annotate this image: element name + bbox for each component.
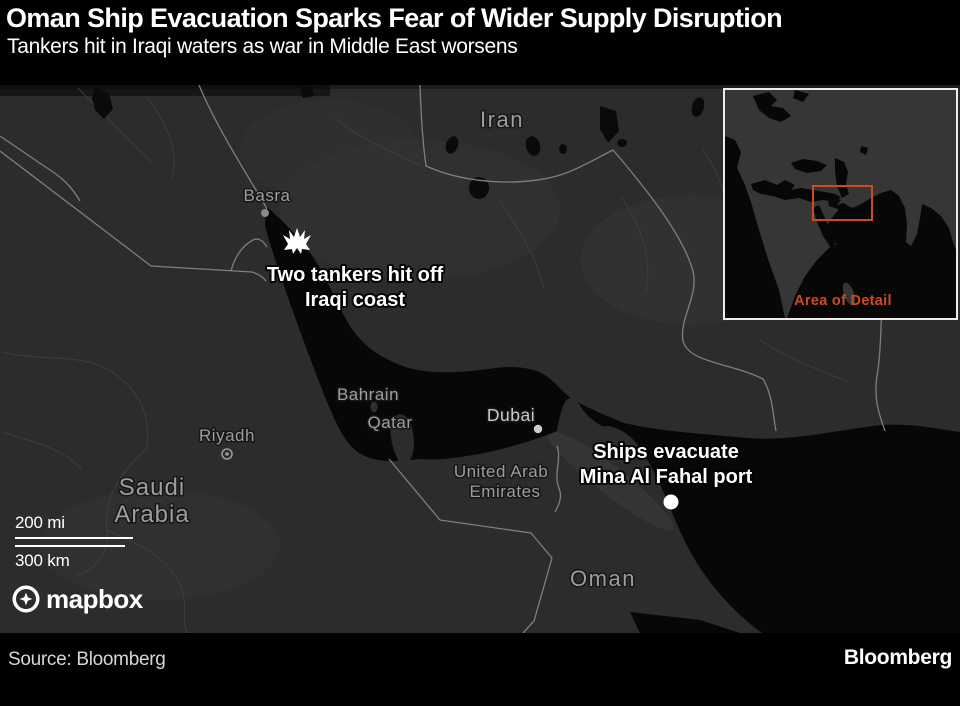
country-borders <box>0 85 888 633</box>
dubai-dot <box>533 424 543 434</box>
riyadh-marker <box>221 448 233 460</box>
peninsulas <box>370 398 610 463</box>
mapbox-wordmark: mapbox <box>46 584 143 614</box>
black-sea <box>791 159 827 173</box>
subheadline: Tankers hit in Iraqi waters as war in Mi… <box>7 35 518 59</box>
footer: Source: Bloomberg Bloomberg <box>0 633 960 706</box>
source-credit: Source: Bloomberg <box>8 649 166 670</box>
header: Oman Ship Evacuation Sparks Fear of Wide… <box>0 0 960 85</box>
basra-dot <box>261 209 269 217</box>
scale-bar: 200 mi 300 km <box>15 513 133 571</box>
area-of-detail-box <box>812 185 873 221</box>
bloomberg-wordmark[interactable]: Bloomberg <box>843 646 952 669</box>
explosion-icon <box>283 228 311 254</box>
label-saudi-line2: Arabia <box>114 501 189 528</box>
inset-locator-map: Area of Detail <box>723 88 958 320</box>
admin-boundaries <box>1 87 849 633</box>
annotation-tankers-line1: Two tankers hit off <box>267 264 444 286</box>
label-bahrain: Bahrain <box>337 385 399 404</box>
label-qatar: Qatar <box>367 413 412 432</box>
inset-oceans <box>725 90 956 318</box>
caspian-sea <box>835 158 849 198</box>
scale-miles-bar <box>15 537 133 539</box>
annotation-tankers-line2: Iraqi coast <box>305 289 405 311</box>
inset-svg: Area of Detail <box>725 90 956 318</box>
indian-ocean <box>787 190 956 318</box>
atlantic <box>725 136 785 318</box>
label-basra: Basra <box>244 186 291 205</box>
qatar-peninsula <box>390 414 414 463</box>
label-uae-line1: United Arab <box>454 462 548 481</box>
label-oman: Oman <box>570 566 636 591</box>
mediterranean-sea <box>751 180 841 202</box>
headline: Oman Ship Evacuation Sparks Fear of Wide… <box>6 3 783 33</box>
annotation-ships-line1: Ships evacuate <box>593 441 739 463</box>
coastal-lagoon <box>630 612 740 633</box>
map-labels: Iran Basra Bahrain Qatar Dubai United Ar… <box>113 106 636 593</box>
musandam-peninsula <box>557 398 610 437</box>
port-dot <box>663 494 679 510</box>
bahrain-island <box>370 401 378 413</box>
label-riyadh: Riyadh <box>199 426 255 445</box>
madagascar <box>842 282 856 306</box>
area-of-detail-label: Area of Detail <box>794 293 892 309</box>
mapbox-logo[interactable]: mapbox <box>12 585 143 613</box>
map-canvas: Iran Basra Bahrain Qatar Dubai United Ar… <box>0 85 960 633</box>
map-vignette <box>0 85 960 96</box>
label-uae-line2: Emirates <box>469 482 540 501</box>
mapbox-pin-icon <box>12 585 40 613</box>
label-saudi-line1: Saudi <box>119 474 185 501</box>
scale-miles-label: 200 mi <box>15 513 65 532</box>
lakes <box>92 85 851 199</box>
sea-persian-gulf <box>265 206 960 633</box>
event-annotations: Two tankers hit off Iraqi coast Ships ev… <box>265 228 755 510</box>
label-iran: Iran <box>480 107 524 132</box>
baltic-sea <box>753 92 791 122</box>
scale-km-label: 300 km <box>15 551 70 570</box>
scale-km-bar <box>15 545 125 547</box>
city-markers <box>221 209 543 460</box>
label-dubai: Dubai <box>487 405 535 425</box>
annotation-ships-line2: Mina Al Fahal port <box>580 466 753 488</box>
aral-sea <box>860 146 868 155</box>
